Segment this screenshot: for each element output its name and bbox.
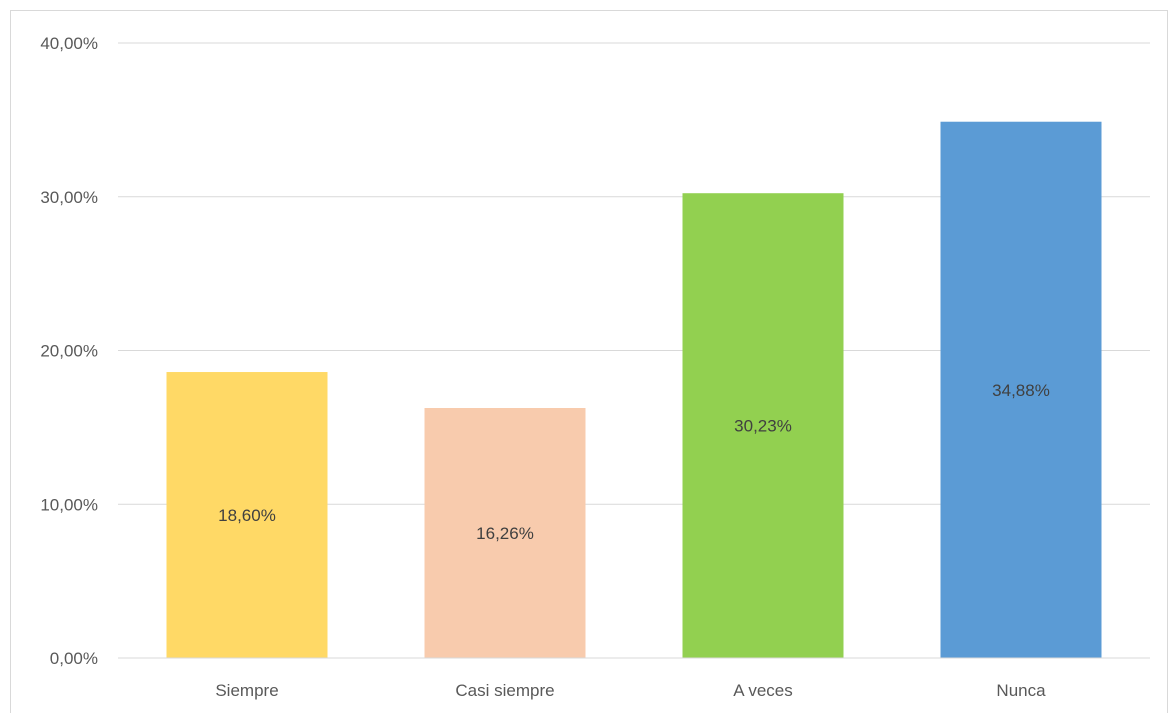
bar <box>166 372 328 658</box>
data-label: 30,23% <box>734 417 792 436</box>
category-label: Casi siempre <box>455 681 554 700</box>
data-label: 18,60% <box>218 506 276 525</box>
x-axis-category-labels: Siempre Casi siempre A veces Nunca <box>215 681 1046 700</box>
bar <box>682 193 844 658</box>
data-label: 16,26% <box>476 524 534 543</box>
bar <box>424 408 586 658</box>
y-tick-label: 20,00% <box>40 342 98 361</box>
y-tick-label: 30,00% <box>40 188 98 207</box>
y-tick-label: 0,00% <box>50 649 98 668</box>
y-tick-label: 10,00% <box>40 495 98 514</box>
y-axis-tick-labels: 0,00% 10,00% 20,00% 30,00% 40,00% <box>40 34 98 668</box>
category-label: Nunca <box>996 681 1046 700</box>
category-label: Siempre <box>215 681 278 700</box>
bar <box>940 121 1102 659</box>
bars <box>166 121 1102 659</box>
category-label: A veces <box>733 681 793 700</box>
y-tick-label: 40,00% <box>40 34 98 53</box>
data-labels: 18,60% 16,26% 30,23% 34,88% <box>218 381 1050 543</box>
data-label: 34,88% <box>992 381 1050 400</box>
